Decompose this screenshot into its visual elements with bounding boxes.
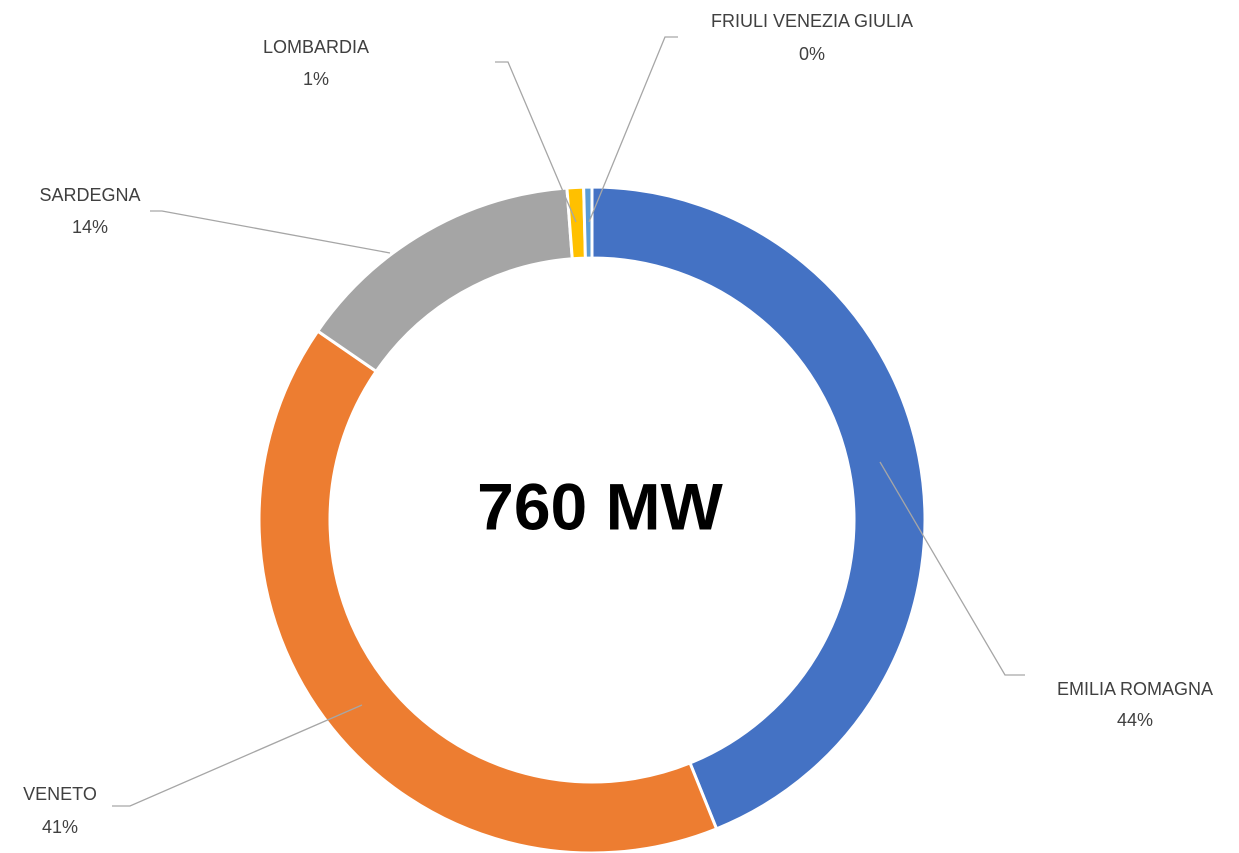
slice-label: FRIULI VENEZIA GIULIA [711, 11, 913, 31]
donut-slice [257, 329, 719, 853]
slice-label: VENETO [23, 784, 97, 804]
leader-line [588, 36, 678, 223]
center-label: 760 MW [477, 469, 723, 543]
leader-line [879, 461, 1025, 676]
slice-label: LOMBARDIA [263, 37, 369, 57]
slice-value-label: 41% [42, 817, 78, 837]
leader-line [495, 61, 577, 223]
slice-label: SARDEGNA [39, 185, 140, 205]
slice-value-label: 14% [72, 217, 108, 237]
donut-slice [315, 186, 574, 374]
slice-label: EMILIA ROMAGNA [1057, 679, 1213, 699]
donut-slice [590, 185, 927, 831]
leader-line [112, 704, 363, 807]
donut-slice [582, 185, 594, 260]
slice-value-label: 44% [1117, 710, 1153, 730]
slice-value-label: 0% [799, 44, 825, 64]
leader-line [150, 210, 391, 254]
slice-value-label: 1% [303, 69, 329, 89]
